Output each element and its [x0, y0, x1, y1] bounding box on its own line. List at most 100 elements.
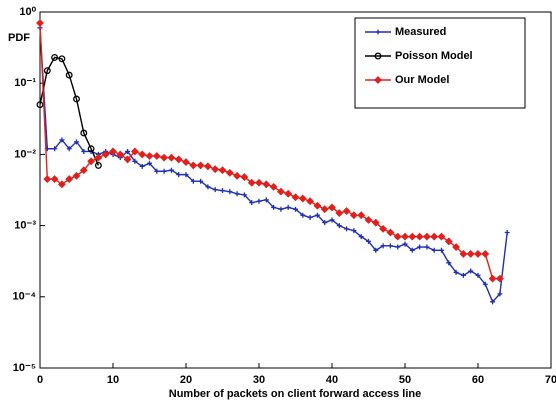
- point: [262, 180, 271, 189]
- point: [59, 137, 65, 143]
- point: [402, 241, 408, 247]
- point: [255, 178, 263, 187]
- point: [138, 150, 147, 159]
- point: [101, 150, 110, 159]
- point: [351, 228, 357, 234]
- point: [240, 173, 249, 182]
- point: [452, 243, 461, 251]
- point: [417, 244, 423, 250]
- point: [459, 250, 468, 258]
- point: [380, 243, 386, 249]
- point: [190, 178, 196, 184]
- series-line: [39, 56, 100, 166]
- point: [460, 272, 466, 278]
- point: [424, 244, 430, 250]
- point: [488, 274, 497, 283]
- point: [497, 291, 503, 297]
- point: [247, 178, 256, 187]
- point: [379, 224, 388, 233]
- point: [444, 237, 453, 246]
- point: [205, 184, 211, 190]
- point: [504, 230, 510, 235]
- point: [161, 168, 167, 174]
- x-tick-label: 60: [472, 374, 484, 386]
- point: [94, 153, 103, 162]
- point: [364, 216, 373, 224]
- legend-marker: [375, 29, 381, 35]
- point: [393, 232, 402, 241]
- point: [481, 250, 490, 258]
- point: [109, 147, 117, 156]
- point: [386, 228, 395, 237]
- point: [52, 146, 58, 152]
- point: [422, 232, 431, 241]
- point: [36, 19, 44, 27]
- point: [81, 148, 87, 154]
- point: [66, 146, 72, 152]
- point: [349, 211, 358, 220]
- point: [94, 161, 102, 169]
- point: [211, 165, 220, 174]
- point: [291, 193, 300, 202]
- point: [167, 153, 176, 162]
- point: [72, 171, 81, 180]
- x-tick-label: 50: [399, 374, 411, 386]
- point: [329, 217, 335, 223]
- point: [87, 157, 96, 166]
- y-axis-label: PDF: [8, 32, 30, 44]
- point: [475, 272, 481, 278]
- point: [358, 234, 364, 240]
- point: [387, 243, 393, 249]
- point: [196, 161, 205, 170]
- point: [80, 129, 88, 137]
- point: [320, 205, 329, 214]
- point: [409, 247, 415, 253]
- point: [116, 150, 125, 159]
- point: [65, 71, 73, 79]
- point: [276, 187, 285, 196]
- point: [130, 147, 139, 156]
- x-axis-label: Number of packets on client forward acce…: [169, 388, 421, 400]
- point: [57, 180, 66, 189]
- point: [36, 101, 44, 109]
- point: [322, 220, 328, 226]
- y-tick-label: 10⁻²: [14, 148, 36, 160]
- legend-label: Poisson Model: [395, 50, 473, 62]
- point: [431, 247, 437, 253]
- point: [241, 192, 247, 198]
- point: [278, 206, 284, 212]
- x-tick-label: 20: [180, 374, 192, 386]
- point: [220, 188, 225, 194]
- point: [366, 238, 371, 244]
- point: [468, 268, 474, 274]
- point: [234, 191, 240, 197]
- point: [415, 232, 424, 241]
- point: [147, 160, 152, 166]
- point: [168, 167, 174, 173]
- point: [439, 247, 444, 253]
- point: [300, 212, 306, 218]
- point: [139, 163, 145, 169]
- point: [263, 197, 269, 203]
- point: [79, 166, 88, 175]
- point: [183, 172, 189, 178]
- point: [430, 232, 439, 241]
- point: [154, 168, 160, 174]
- point: [176, 172, 182, 178]
- point: [225, 168, 234, 177]
- point: [437, 232, 446, 241]
- point: [51, 53, 59, 61]
- point: [474, 250, 482, 258]
- point: [174, 155, 183, 164]
- point: [43, 67, 51, 75]
- point: [446, 260, 452, 266]
- point: [284, 189, 293, 198]
- legend-marker: [374, 76, 382, 84]
- point: [58, 55, 66, 63]
- x-tick-label: 30: [253, 374, 265, 386]
- y-tick-label: 10⁻³: [14, 220, 36, 232]
- point: [306, 197, 315, 206]
- point: [73, 95, 80, 103]
- point: [466, 250, 475, 258]
- point: [203, 162, 212, 171]
